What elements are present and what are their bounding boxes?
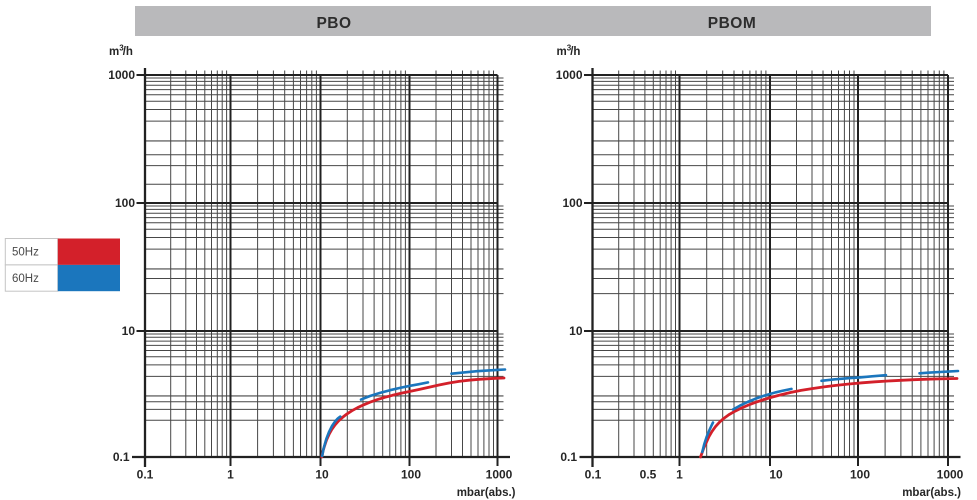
svg-text:100: 100 bbox=[562, 196, 582, 210]
svg-text:1000: 1000 bbox=[108, 68, 135, 82]
svg-text:50Hz: 50Hz bbox=[12, 247, 39, 259]
svg-text:1: 1 bbox=[227, 468, 234, 482]
svg-text:mbar(abs.): mbar(abs.) bbox=[457, 487, 516, 499]
svg-text:1: 1 bbox=[676, 468, 683, 482]
svg-text:1000: 1000 bbox=[937, 468, 964, 482]
svg-text:60Hz: 60Hz bbox=[12, 273, 39, 285]
svg-text:mbar(abs.): mbar(abs.) bbox=[902, 487, 961, 499]
svg-text:0.1: 0.1 bbox=[137, 468, 154, 482]
svg-text:100: 100 bbox=[401, 468, 421, 482]
svg-text:PBO: PBO bbox=[316, 15, 351, 32]
svg-text:0.1: 0.1 bbox=[113, 450, 130, 464]
svg-text:m3/h: m3/h bbox=[557, 44, 581, 59]
svg-text:1000: 1000 bbox=[486, 468, 513, 482]
svg-text:0.1: 0.1 bbox=[585, 468, 602, 482]
svg-text:1000: 1000 bbox=[556, 68, 583, 82]
svg-text:10: 10 bbox=[569, 324, 583, 338]
svg-text:10: 10 bbox=[315, 468, 329, 482]
svg-text:0.5: 0.5 bbox=[640, 468, 657, 482]
svg-text:10: 10 bbox=[769, 468, 783, 482]
svg-text:100: 100 bbox=[115, 196, 135, 210]
svg-text:10: 10 bbox=[122, 324, 136, 338]
svg-text:PBOM: PBOM bbox=[708, 15, 757, 32]
svg-text:100: 100 bbox=[850, 468, 870, 482]
svg-text:0.1: 0.1 bbox=[560, 450, 577, 464]
svg-text:m3/h: m3/h bbox=[109, 44, 133, 59]
